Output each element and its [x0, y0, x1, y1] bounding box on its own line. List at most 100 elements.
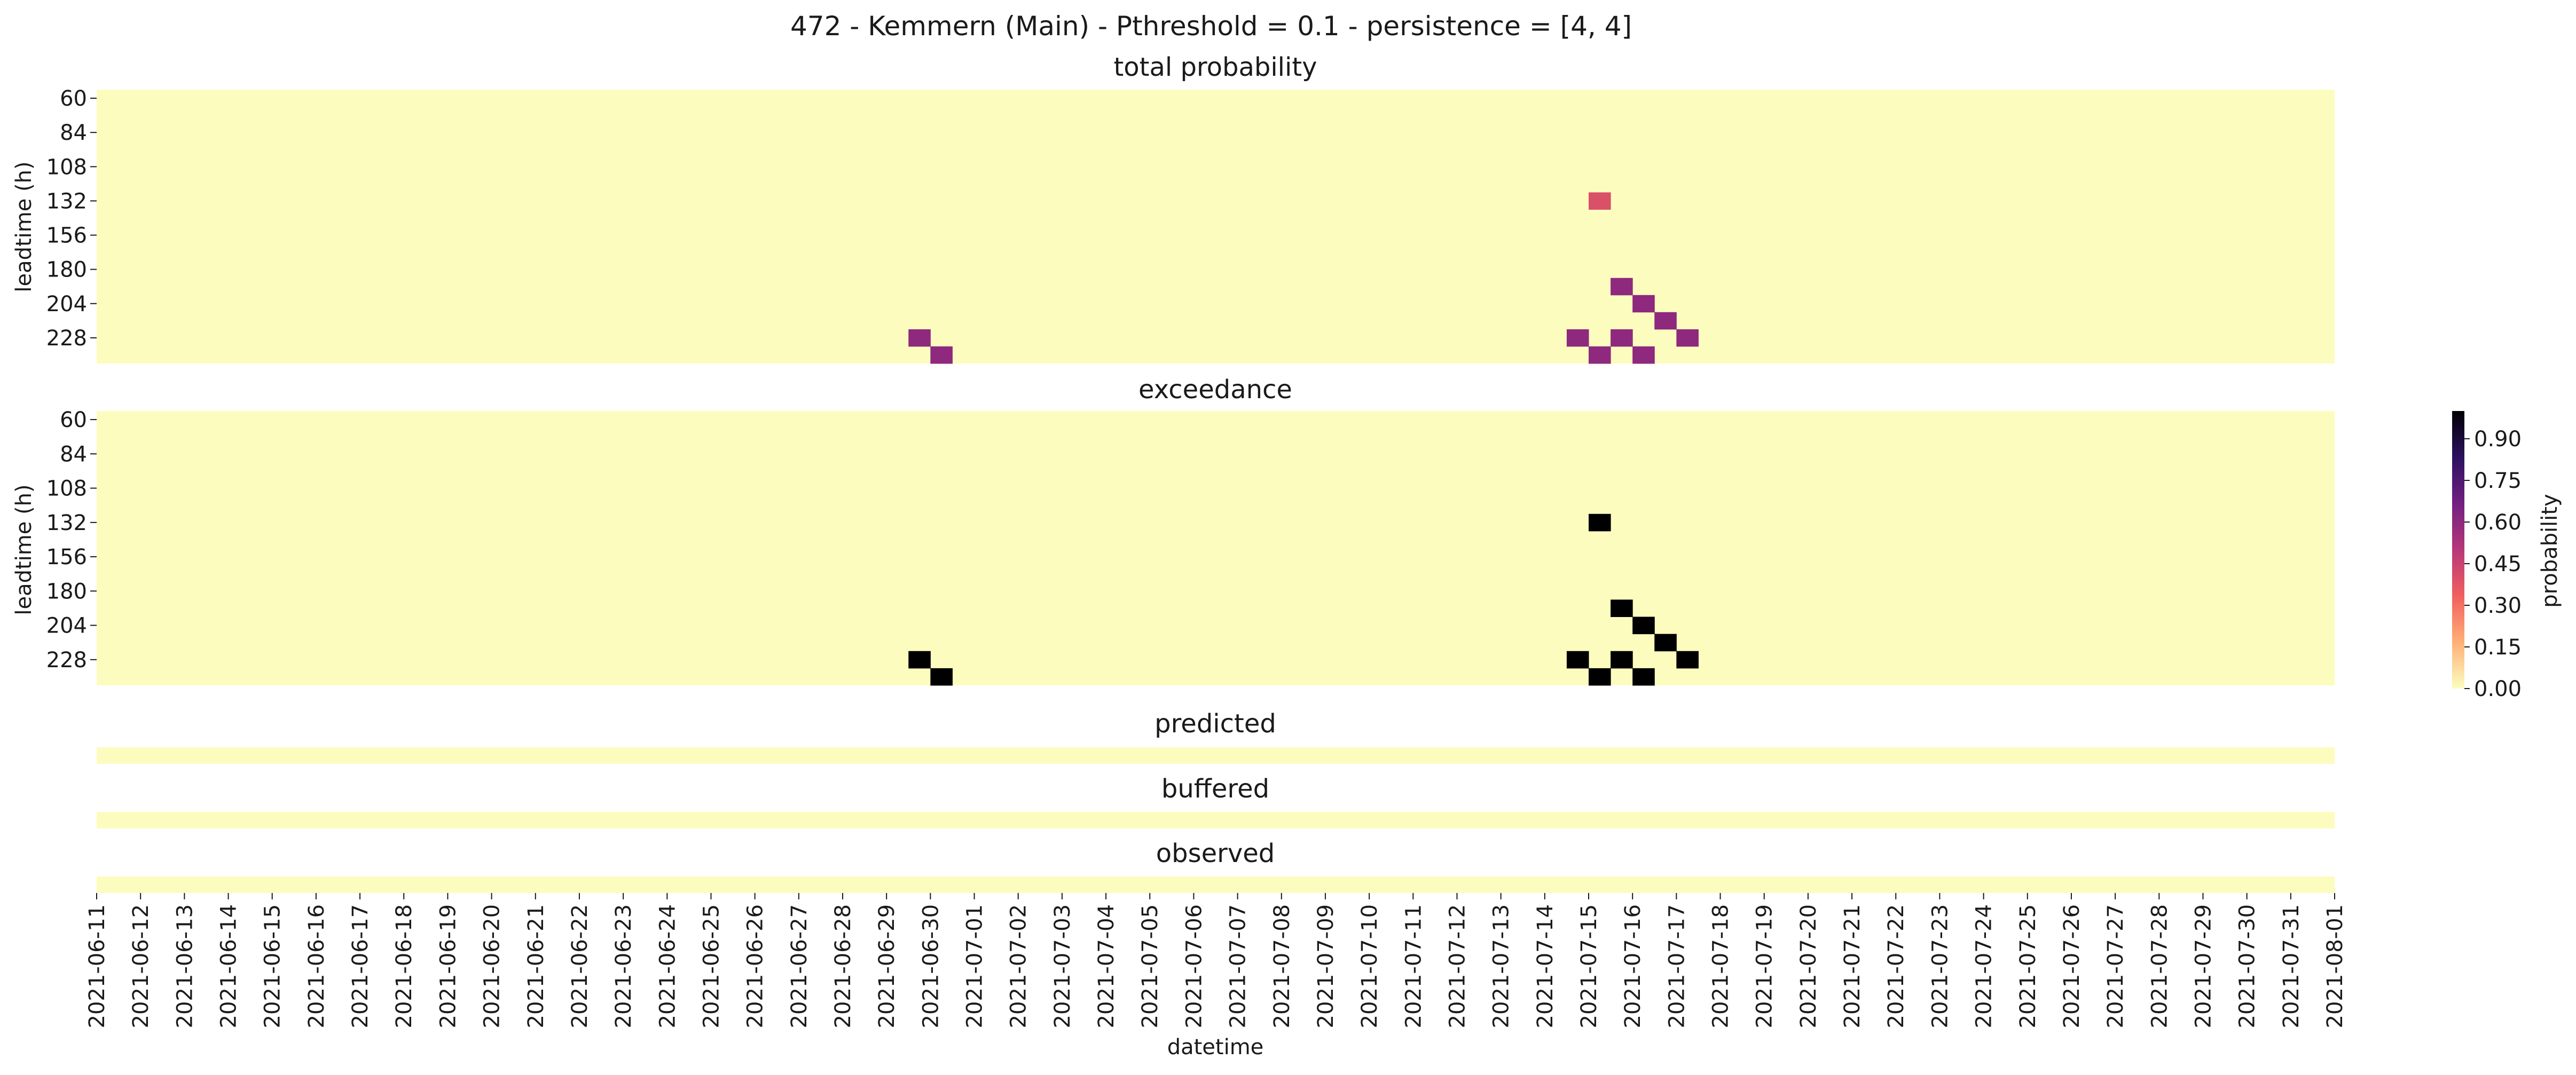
y-tick-label: 108: [46, 155, 87, 179]
panel-total-probability: 60 84 108 132 156 180 204 228: [46, 86, 2335, 364]
x-tick-label: 2021-06-28: [831, 904, 855, 1028]
panel-background: [97, 90, 2335, 363]
x-tick-label: 2021-07-12: [1445, 904, 1470, 1028]
y-tick-label: 204: [46, 292, 87, 317]
x-tick-label: 2021-06-13: [172, 904, 197, 1028]
heatmap-cell: [1654, 634, 1677, 652]
x-tick-label: 2021-07-30: [2235, 904, 2260, 1028]
x-tick-label: 2021-07-29: [2191, 904, 2216, 1028]
x-tick-label: 2021-06-23: [611, 904, 636, 1028]
colorbar-tick-label: 0.15: [2474, 635, 2522, 660]
colorbar-tick-label: 0.45: [2474, 552, 2522, 576]
panel-buffered: [97, 812, 2335, 828]
panel-title-predicted: predicted: [1155, 709, 1276, 739]
x-tick-label: 2021-07-24: [1972, 904, 1997, 1028]
heatmap-cell: [1611, 651, 1633, 669]
y-tick-label: 132: [46, 189, 87, 214]
x-tick-label: 2021-06-26: [743, 904, 768, 1028]
x-tick-label: 2021-06-12: [129, 904, 153, 1028]
heatmap-cell: [1632, 668, 1655, 686]
x-tick-label: 2021-06-21: [524, 904, 548, 1028]
x-tick-label: 2021-06-20: [480, 904, 505, 1028]
y-tick-label: 60: [60, 86, 87, 111]
heatmap-cell: [1632, 616, 1655, 635]
x-tick-label: 2021-07-03: [1050, 904, 1075, 1028]
heatmap-cell: [908, 329, 931, 347]
x-tick-label: 2021-06-25: [699, 904, 724, 1028]
x-tick-label: 2021-06-24: [655, 904, 680, 1028]
colorbar-tick-label: 0.90: [2474, 427, 2522, 452]
x-tick-label: 2021-07-28: [2147, 904, 2172, 1028]
x-tick-label: 2021-07-11: [1401, 904, 1426, 1028]
x-tick-label: 2021-06-14: [217, 904, 241, 1028]
x-tick-label: 2021-06-18: [392, 904, 417, 1028]
x-tick-label: 2021-06-30: [918, 904, 943, 1028]
panel-background: [97, 876, 2335, 893]
x-axis-label: datetime: [1167, 1035, 1264, 1060]
x-tick-label: 2021-07-10: [1357, 904, 1382, 1028]
x-tick-label: 2021-06-15: [261, 904, 285, 1028]
heatmap-cell: [930, 668, 953, 686]
x-tick-label: 2021-07-05: [1138, 904, 1163, 1028]
y-tick-label: 156: [46, 545, 87, 570]
heatmap-cell: [1589, 346, 1611, 364]
x-tick-label: 2021-07-14: [1533, 904, 1558, 1028]
x-tick-label: 2021-07-08: [1270, 904, 1294, 1028]
panel-ylabel-total-probability: leadtime (h): [12, 161, 36, 292]
x-tick-label: 2021-07-13: [1489, 904, 1514, 1028]
x-tick-label: 2021-07-19: [1753, 904, 1777, 1028]
heatmap-cell: [1611, 278, 1633, 296]
colorbar-tick-label: 0.75: [2474, 469, 2522, 493]
y-tick-label: 180: [46, 579, 87, 604]
x-tick-label: 2021-07-07: [1226, 904, 1251, 1028]
colorbar-label: probability: [2538, 494, 2562, 607]
x-tick-label: 2021-07-18: [1709, 904, 1733, 1028]
x-tick-label: 2021-06-11: [85, 904, 109, 1028]
heatmap-cell: [1566, 329, 1589, 347]
y-tick-label: 84: [60, 121, 87, 145]
heatmap-cell: [1589, 668, 1611, 686]
x-tick-label: 2021-07-25: [2016, 904, 2040, 1028]
figure-title: 472 - Kemmern (Main) - Pthreshold = 0.1 …: [790, 11, 1632, 42]
x-tick-label: 2021-07-17: [1664, 904, 1689, 1028]
x-tick-label: 2021-07-16: [1621, 904, 1645, 1028]
heatmap-cell: [1632, 346, 1655, 364]
panel-title-buffered: buffered: [1161, 774, 1269, 804]
x-tick-label: 2021-06-17: [348, 904, 373, 1028]
heatmap-cell: [908, 651, 931, 669]
colorbar-tick-label: 0.00: [2474, 677, 2522, 701]
panel-title-total-probability: total probability: [1113, 52, 1317, 82]
x-axis: 2021-06-11 2021-06-12 2021-06-13 2021-06-14…: [85, 893, 2347, 1028]
heatmap-cell: [1654, 312, 1677, 330]
panel-exceedance: 60 84 108 132 156 180 204 228: [46, 408, 2335, 686]
y-tick-label: 228: [46, 326, 87, 351]
heatmap-cell: [1632, 295, 1655, 313]
x-tick-label: 2021-07-20: [1796, 904, 1821, 1028]
panel-predicted: [97, 747, 2335, 764]
y-tick-label: 228: [46, 648, 87, 673]
x-tick-label: 2021-07-04: [1094, 904, 1119, 1028]
x-tick-label: 2021-07-26: [2060, 904, 2084, 1028]
x-tick-label: 2021-07-06: [1182, 904, 1206, 1028]
x-tick-label: 2021-06-29: [875, 904, 899, 1028]
x-tick-label: 2021-07-27: [2103, 904, 2128, 1028]
heatmap-cell: [1611, 599, 1633, 617]
panel-title-observed: observed: [1156, 839, 1275, 868]
heatmap-cell: [930, 346, 953, 364]
x-tick-label: 2021-06-22: [568, 904, 592, 1028]
heatmap-cell: [1676, 651, 1699, 669]
x-tick-label: 2021-06-16: [304, 904, 329, 1028]
x-tick-label: 2021-06-27: [787, 904, 812, 1028]
panel-observed: [97, 876, 2335, 893]
heatmap-cell: [1589, 192, 1611, 210]
y-tick-label: 84: [60, 442, 87, 467]
colorbar: 0.00 0.15 0.30 0.45 0.60 0.75 0.90: [2452, 411, 2522, 701]
x-tick-label: 2021-07-22: [1884, 904, 1909, 1028]
heatmap-cell: [1676, 329, 1699, 347]
y-tick-label: 60: [60, 408, 87, 432]
heatmap-cell: [1566, 651, 1589, 669]
x-tick-label: 2021-07-23: [1928, 904, 1952, 1028]
y-tick-label: 204: [46, 614, 87, 638]
x-tick-label: 2021-07-01: [963, 904, 987, 1028]
